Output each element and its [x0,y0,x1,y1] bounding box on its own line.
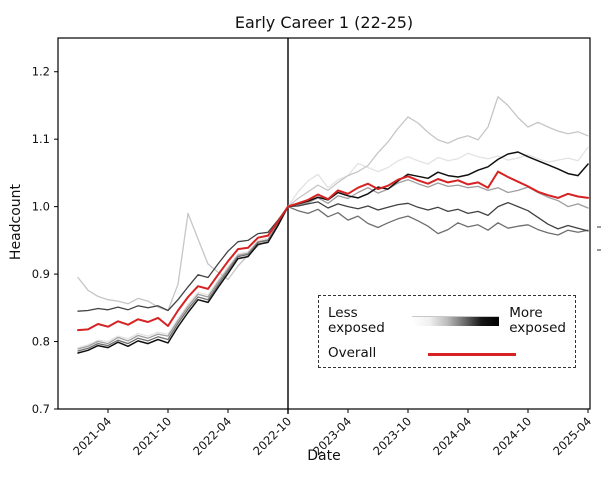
chart-title: Early Career 1 (22-25) [234,13,414,32]
y-tick-label: 0.9 [32,267,50,281]
series-line-exposure-6 [77,151,589,354]
legend-overall-label: Overall [328,345,377,362]
series-line-exposure-4 [77,205,589,352]
y-tick-label: 1.2 [32,65,50,79]
legend-more-exposed-label: More exposed [509,304,566,336]
legend: Less exposed More exposed Overall [318,295,576,368]
legend-less-exposed-label: Less exposed [328,304,385,336]
y-axis-label: Headcount [8,183,24,261]
legend-exposure-row: Less exposed More exposed [328,301,566,341]
y-tick-label: 0.8 [32,335,50,349]
y-tick-label: 1.0 [32,200,50,214]
y-tick-label: 0.7 [32,402,50,416]
series-line-exposure-3 [77,179,589,350]
series-line-exposure-1 [77,146,589,349]
y-tick-label: 1.1 [32,132,50,146]
x-axis-label: Date [307,448,341,464]
legend-overall-row: Overall [328,343,566,365]
legend-exposure-gradient-bar [411,316,500,326]
series-line-overall [77,170,589,332]
plot-frame [57,37,591,410]
series-line-exposure-5 [77,201,589,312]
legend-overall-line-swatch [428,352,516,356]
